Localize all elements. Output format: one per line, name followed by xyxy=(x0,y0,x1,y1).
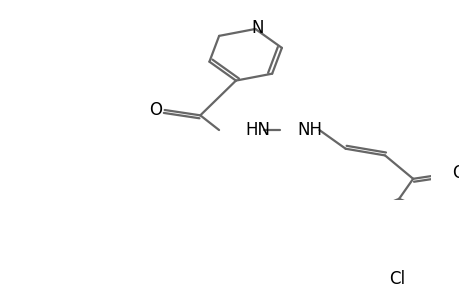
Text: NH: NH xyxy=(296,121,321,139)
Text: Cl: Cl xyxy=(388,270,404,288)
Text: O: O xyxy=(451,164,459,182)
Text: O: O xyxy=(149,101,162,119)
Text: N: N xyxy=(251,19,263,37)
Text: HN: HN xyxy=(245,121,270,139)
